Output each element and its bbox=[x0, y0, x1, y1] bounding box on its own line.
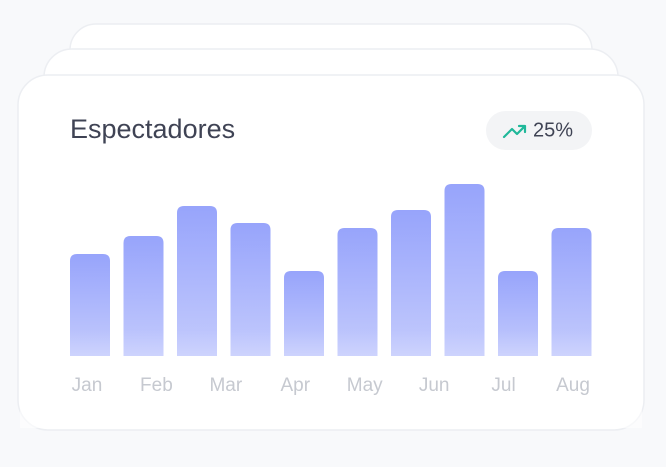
bar bbox=[551, 228, 592, 356]
bar bbox=[391, 210, 431, 356]
bar bbox=[177, 206, 217, 356]
bar bbox=[123, 236, 164, 356]
x-label: Feb bbox=[140, 375, 173, 396]
card-title: Espectadores bbox=[70, 114, 235, 144]
x-label: Aug bbox=[556, 375, 590, 396]
trend-icon bbox=[502, 124, 527, 139]
bar bbox=[337, 228, 378, 356]
x-label: May bbox=[347, 375, 383, 396]
x-label: Jan bbox=[72, 375, 103, 396]
bar bbox=[444, 184, 485, 356]
bar bbox=[230, 223, 271, 356]
badge-text: 25% bbox=[533, 119, 573, 141]
x-label: Mar bbox=[209, 375, 242, 396]
badge bbox=[486, 111, 592, 150]
fade bbox=[20, 330, 642, 428]
x-label: Apr bbox=[280, 375, 310, 396]
x-label: Jun bbox=[419, 375, 450, 396]
x-label: Jul bbox=[491, 375, 515, 396]
